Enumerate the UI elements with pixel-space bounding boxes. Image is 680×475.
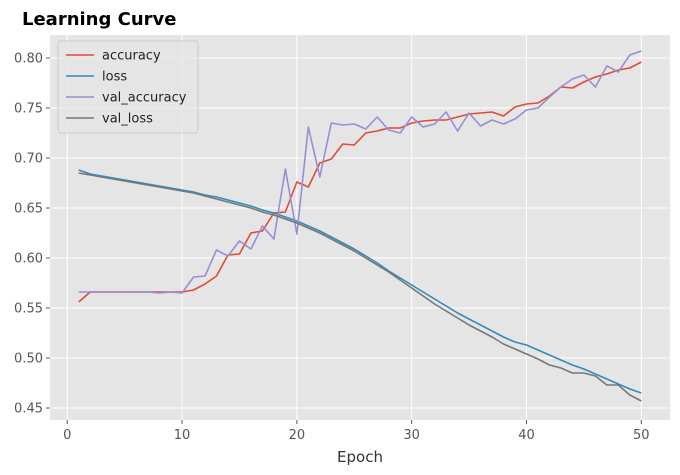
x-axis-label: Epoch xyxy=(337,448,383,466)
series-line-val-accuracy xyxy=(78,50,642,294)
y-tick-label: 0.45 xyxy=(14,402,43,417)
tick-labels: 0.45 0.50 0.55 0.60 0.65 0.70 0.75 0.80 0 10 20 30 4… xyxy=(14,52,650,444)
x-tick-label: 20 xyxy=(289,428,306,443)
y-tick-label: 0.50 xyxy=(14,352,43,367)
legend-label: val_loss xyxy=(102,112,153,127)
legend-box xyxy=(57,40,199,134)
x-tick-label: 50 xyxy=(633,428,650,443)
y-tick-label: 0.70 xyxy=(14,152,43,167)
legend-label: accuracy xyxy=(102,49,161,64)
y-tick-label: 0.60 xyxy=(14,252,43,267)
y-tick-label: 0.65 xyxy=(14,202,43,217)
y-tick-label: 0.80 xyxy=(14,52,43,67)
x-tick-label: 40 xyxy=(518,428,535,443)
x-tick-label: 10 xyxy=(174,428,191,443)
y-tick-label: 0.75 xyxy=(14,102,43,117)
x-tick-label: 0 xyxy=(63,428,71,443)
series-line-loss xyxy=(78,169,642,394)
x-tick-label: 30 xyxy=(403,428,420,443)
series-line-val-loss xyxy=(78,172,642,402)
y-tick-label: 0.55 xyxy=(14,302,43,317)
chart-title: Learning Curve xyxy=(22,9,177,30)
legend-label: loss xyxy=(102,70,127,85)
series-lines xyxy=(78,50,642,402)
legend-label: val_accuracy xyxy=(102,91,187,106)
legend: accuracy loss val_accuracy val_loss xyxy=(57,40,199,134)
